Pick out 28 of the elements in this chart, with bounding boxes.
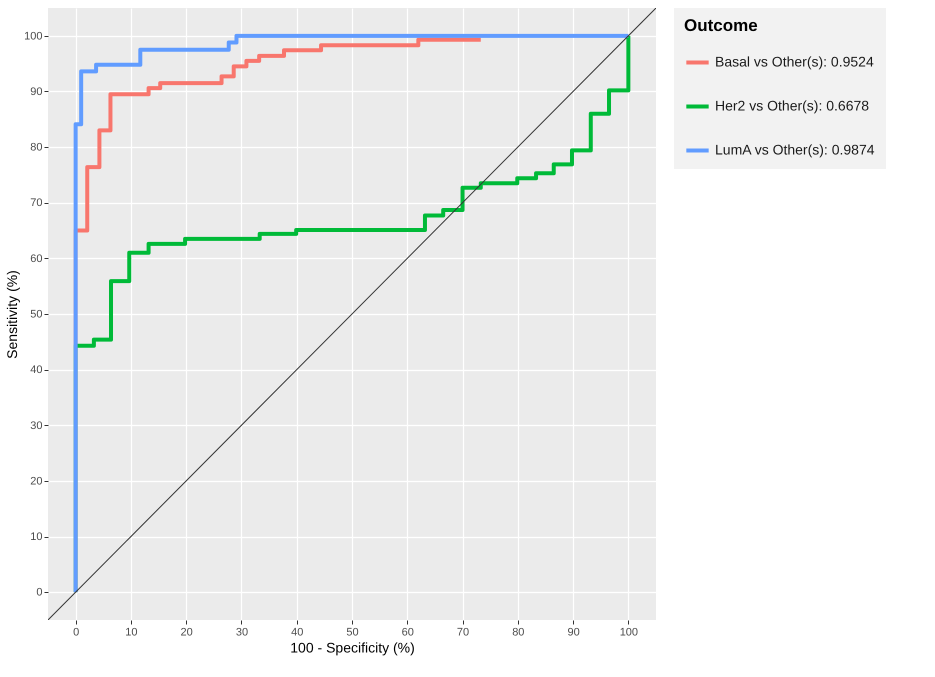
x-tick-label: 90 xyxy=(567,626,580,638)
y-tick-label: 50 xyxy=(30,308,42,320)
x-tick-label: 70 xyxy=(456,626,470,638)
x-tick-label: 100 xyxy=(620,626,638,638)
legend-label: Basal vs Other(s): 0.9524 xyxy=(715,54,874,70)
legend-label: LumA vs Other(s): 0.9874 xyxy=(715,142,875,158)
y-tick-label: 20 xyxy=(30,475,42,488)
y-tick-label: 70 xyxy=(30,197,42,210)
x-tick-label: 50 xyxy=(346,626,359,638)
y-tick-label: 40 xyxy=(30,364,42,376)
legend-label: Her2 vs Other(s): 0.6678 xyxy=(715,98,870,114)
y-tick-label: 0 xyxy=(36,586,42,599)
y-tick-label: 30 xyxy=(30,420,42,432)
y-tick-label: 80 xyxy=(30,142,42,154)
y-tick-label: 10 xyxy=(30,531,42,544)
x-tick-label: 0 xyxy=(73,626,80,638)
y-tick-label: 100 xyxy=(24,30,42,42)
x-tick-label: 80 xyxy=(512,626,524,638)
x-tick-label: 10 xyxy=(125,626,138,638)
x-axis-title: 100 - Specificity (%) xyxy=(290,640,415,656)
y-tick-label: 90 xyxy=(30,86,42,98)
x-tick-label: 60 xyxy=(402,626,414,638)
y-axis-title: Sensitivity (%) xyxy=(4,270,20,359)
x-tick-label: 30 xyxy=(236,626,248,638)
x-tick-label: 40 xyxy=(291,626,304,638)
y-tick-label: 60 xyxy=(30,252,42,265)
legend-title: Outcome xyxy=(684,16,758,35)
x-tick-label: 20 xyxy=(180,626,193,638)
